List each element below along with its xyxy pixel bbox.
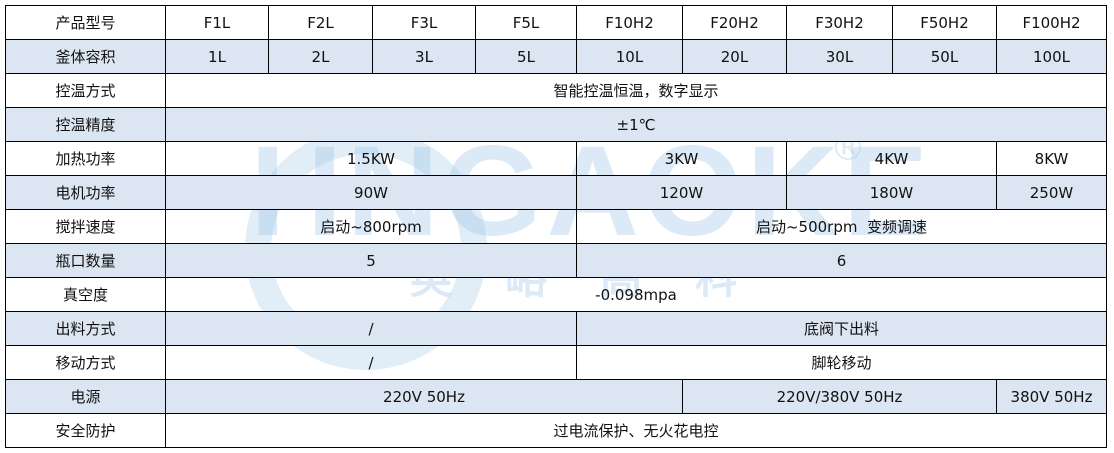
cell: 6 — [576, 243, 1107, 278]
cell: 250W — [996, 175, 1107, 210]
row-label: 移动方式 — [5, 345, 166, 380]
cell: F50H2 — [892, 5, 997, 40]
cell: 380V 50Hz — [996, 379, 1107, 414]
cell: 过电流保护、无火花电控 — [165, 413, 1107, 448]
row-temp-control: 控温方式 智能控温恒温，数字显示 — [5, 73, 1107, 108]
cell: 220V 50Hz — [165, 379, 683, 414]
row-label: 加热功率 — [5, 141, 166, 176]
cell: 180W — [786, 175, 997, 210]
row-necks: 瓶口数量 5 6 — [5, 243, 1107, 278]
row-label: 瓶口数量 — [5, 243, 166, 278]
cell: F2L — [268, 5, 373, 40]
row-movement: 移动方式 / 脚轮移动 — [5, 345, 1107, 380]
spec-table: 产品型号 F1L F2L F3L F5L F10H2 F20H2 F30H2 F… — [5, 5, 1107, 448]
row-label: 电机功率 — [5, 175, 166, 210]
cell: 3KW — [576, 141, 787, 176]
cell: F100H2 — [996, 5, 1107, 40]
cell: ±1℃ — [165, 107, 1107, 142]
cell: F5L — [475, 5, 577, 40]
cell: 8KW — [996, 141, 1107, 176]
row-label: 控温方式 — [5, 73, 166, 108]
cell: F10H2 — [576, 5, 683, 40]
cell: 10L — [576, 39, 683, 74]
cell: 1.5KW — [165, 141, 577, 176]
cell: 50L — [892, 39, 997, 74]
row-label: 搅拌速度 — [5, 209, 166, 244]
cell: F3L — [372, 5, 476, 40]
row-label: 控温精度 — [5, 107, 166, 142]
cell: 脚轮移动 — [576, 345, 1107, 380]
row-label: 釜体容积 — [5, 39, 166, 74]
cell: 90W — [165, 175, 577, 210]
cell: F20H2 — [682, 5, 787, 40]
cell: / — [165, 311, 577, 346]
cell: 启动~500rpm 变频调速 — [576, 209, 1107, 244]
cell: 5 — [165, 243, 577, 278]
cell: 5L — [475, 39, 577, 74]
cell: 底阀下出料 — [576, 311, 1107, 346]
row-safety: 安全防护 过电流保护、无火花电控 — [5, 413, 1107, 448]
cell: F1L — [165, 5, 269, 40]
row-label: 出料方式 — [5, 311, 166, 346]
cell: 启动~800rpm — [165, 209, 577, 244]
row-model: 产品型号 F1L F2L F3L F5L F10H2 F20H2 F30H2 F… — [5, 5, 1107, 40]
cell: 1L — [165, 39, 269, 74]
row-discharge: 出料方式 / 底阀下出料 — [5, 311, 1107, 346]
cell: -0.098mpa — [165, 277, 1107, 312]
cell: 20L — [682, 39, 787, 74]
row-temp-precision: 控温精度 ±1℃ — [5, 107, 1107, 142]
row-stir-speed: 搅拌速度 启动~800rpm 启动~500rpm 变频调速 — [5, 209, 1107, 244]
cell: F30H2 — [786, 5, 893, 40]
row-vacuum: 真空度 -0.098mpa — [5, 277, 1107, 312]
row-power-supply: 电源 220V 50Hz 220V/380V 50Hz 380V 50Hz — [5, 379, 1107, 414]
row-label: 安全防护 — [5, 413, 166, 448]
cell: 4KW — [786, 141, 997, 176]
cell: 智能控温恒温，数字显示 — [165, 73, 1107, 108]
row-label: 真空度 — [5, 277, 166, 312]
cell: 100L — [996, 39, 1107, 74]
cell: / — [165, 345, 577, 380]
cell: 30L — [786, 39, 893, 74]
row-motor-power: 电机功率 90W 120W 180W 250W — [5, 175, 1107, 210]
cell: 120W — [576, 175, 787, 210]
row-label: 电源 — [5, 379, 166, 414]
cell: 220V/380V 50Hz — [682, 379, 997, 414]
row-label: 产品型号 — [5, 5, 166, 40]
row-heating-power: 加热功率 1.5KW 3KW 4KW 8KW — [5, 141, 1107, 176]
row-volume: 釜体容积 1L 2L 3L 5L 10L 20L 30L 50L 100L — [5, 39, 1107, 74]
cell: 2L — [268, 39, 373, 74]
cell: 3L — [372, 39, 476, 74]
